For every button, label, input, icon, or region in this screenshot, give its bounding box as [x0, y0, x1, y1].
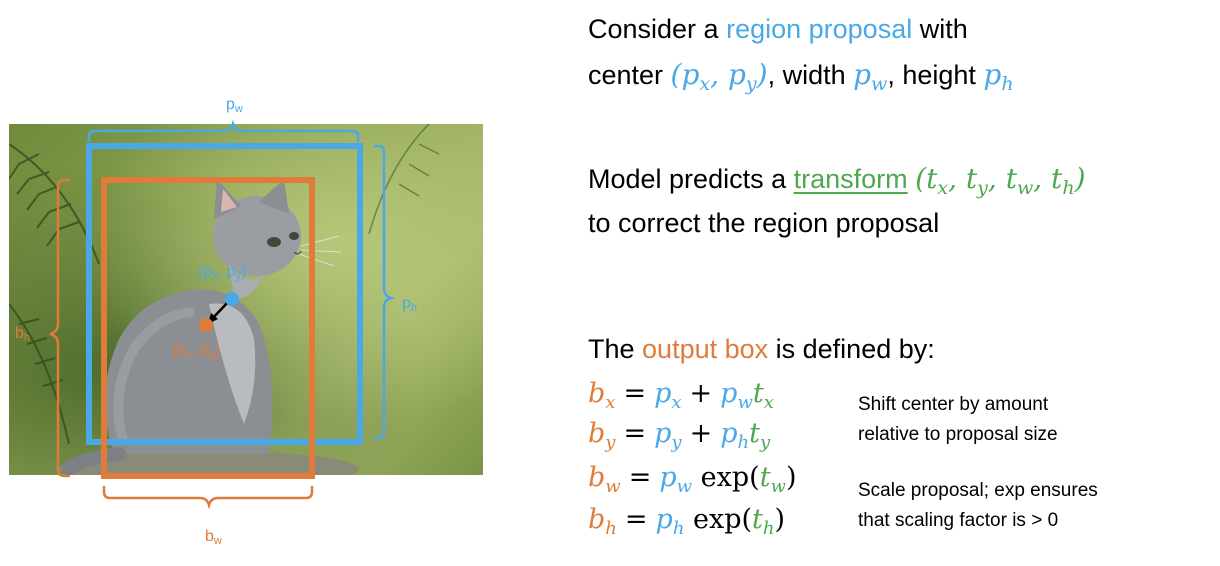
ph-label: ph [402, 295, 418, 314]
bbox-regression-illustration: pw ph bh bw (px, py) (bx, by) [0, 0, 560, 566]
correct-proposal-line: to correct the region proposal [588, 208, 940, 238]
output-center-label: (bx, by) [172, 342, 221, 361]
scale-note-line-2: that scaling factor is > 0 [858, 510, 1059, 531]
proposal-center-math: (px, py) [670, 58, 768, 95]
proposal-height-math: ph [983, 58, 1014, 95]
box-overlay [49, 119, 396, 510]
bh-brace [49, 178, 70, 478]
equation-bh: bh = ph exp(th) [588, 504, 786, 539]
proposal-intro-line: Consider a region proposal with [588, 14, 968, 44]
transform-term: transform [793, 164, 908, 194]
bw-label: bw [205, 528, 222, 547]
bh-label: bh [15, 325, 31, 344]
kitten-image [9, 124, 440, 475]
transform-tuple-math: (tx, ty, tw, th) [915, 162, 1086, 199]
region-proposal-box [86, 143, 363, 445]
output-box-term: output box [642, 334, 769, 364]
pw-brace [87, 119, 360, 142]
equation-bx: bx = px + pwtx [588, 378, 774, 413]
region-proposal-term: region proposal [726, 14, 913, 44]
pw-label: pw [226, 96, 243, 115]
output-center-point [199, 318, 213, 332]
proposal-center-label: (px, py) [198, 263, 247, 282]
output-box [101, 177, 315, 479]
scale-note-line-1: Scale proposal; exp ensures [858, 480, 1098, 501]
output-box-line: The output box is defined by: [588, 334, 935, 364]
equation-by: by = py + phty [588, 418, 771, 453]
shift-note-line-1: Shift center by amount [858, 394, 1049, 415]
transform-line: Model predicts a transform (tx, ty, tw, … [588, 162, 1086, 199]
proposal-center-point [225, 292, 239, 306]
bw-brace [102, 486, 314, 510]
proposal-params-line: center (px, py), width pw, height ph [588, 58, 1014, 95]
explanation-panel: Consider a region proposal with center (… [588, 0, 1208, 566]
ph-brace [374, 144, 396, 440]
proposal-width-math: pw [853, 58, 888, 95]
shift-note-line-2: relative to proposal size [858, 424, 1058, 445]
equation-bw: bw = pw exp(tw) [588, 462, 797, 497]
